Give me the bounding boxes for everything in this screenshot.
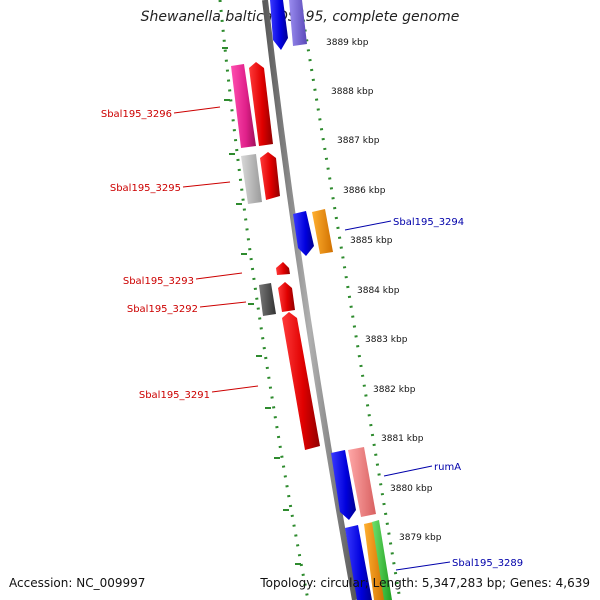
gene-arrow-sbal195-3292 bbox=[278, 282, 295, 312]
tick-label-3886: 3886 kbp bbox=[343, 186, 386, 196]
gene-arrow-sbal195-3295 bbox=[260, 152, 280, 200]
tick-label-3889: 3889 kbp bbox=[326, 38, 369, 48]
tick-label-3881: 3881 kbp bbox=[381, 434, 424, 444]
gene-arrow-sbal195-3294-orange bbox=[312, 209, 333, 254]
gene-label-rumA[interactable]: rumA bbox=[434, 462, 461, 473]
gene-arrow-top-purple bbox=[289, 0, 307, 46]
gene-arrow-rumA bbox=[348, 447, 376, 517]
gene-arrow-sbal195-3289-blue bbox=[345, 525, 372, 600]
gene-arrow-sbal195-3294-blue bbox=[293, 211, 314, 256]
gene-label-sbal195-3296[interactable]: Sbal195_3296 bbox=[101, 109, 172, 120]
topology-text: Topology: circular; Length: 5,347,283 bp… bbox=[260, 576, 590, 590]
minus-strand-genes bbox=[231, 62, 320, 450]
gene-labels: Sbal195_3296 Sbal195_3295 Sbal195_3294 S… bbox=[101, 109, 523, 569]
tick-label-3888: 3888 kbp bbox=[331, 87, 374, 97]
minus-strand-ticks bbox=[222, 47, 301, 565]
gene-arrow-top-blue bbox=[270, 0, 288, 50]
gene-label-sbal195-3295[interactable]: Sbal195_3295 bbox=[110, 183, 181, 194]
gene-arrow-sbal195-3291 bbox=[282, 312, 320, 450]
tick-label-3883: 3883 kbp bbox=[365, 335, 408, 345]
gene-arrow-sbal195-3289-orange bbox=[364, 522, 385, 600]
tick-label-3882: 3882 kbp bbox=[373, 385, 416, 395]
tick-label-3884: 3884 kbp bbox=[357, 286, 400, 296]
gene-label-sbal195-3291[interactable]: Sbal195_3291 bbox=[139, 390, 210, 401]
kbp-scale: 3889 kbp 3888 kbp 3887 kbp 3886 kbp 3885… bbox=[326, 38, 442, 543]
gene-label-sbal195-3293[interactable]: Sbal195_3293 bbox=[123, 276, 194, 287]
label-leaders bbox=[173, 106, 451, 571]
gene-arrow-sbal195-3296-pink bbox=[231, 64, 256, 148]
gene-label-sbal195-3289[interactable]: Sbal195_3289 bbox=[452, 558, 523, 569]
accession-text: Accession: NC_009997 bbox=[9, 576, 146, 590]
gene-arrow-sbal195-3289-green bbox=[372, 520, 392, 600]
gene-label-sbal195-3294[interactable]: Sbal195_3294 bbox=[393, 217, 464, 228]
gene-arrow-sbal195-3296 bbox=[249, 62, 273, 146]
tick-label-3880: 3880 kbp bbox=[390, 484, 433, 494]
tick-label-3885: 3885 kbp bbox=[350, 236, 393, 246]
outer-ring-left bbox=[218, 0, 310, 600]
tick-label-3879: 3879 kbp bbox=[399, 533, 442, 543]
gene-label-sbal195-3292[interactable]: Sbal195_3292 bbox=[127, 304, 198, 315]
gene-arrow-sbal195-3295-grey bbox=[241, 154, 262, 204]
genome-backbone bbox=[262, 0, 358, 600]
gene-arrow-rumA-blue bbox=[331, 450, 356, 520]
tick-label-3887: 3887 kbp bbox=[337, 136, 380, 146]
gene-arrow-sbal195-3293 bbox=[276, 262, 290, 275]
plus-strand-genes bbox=[270, 0, 392, 600]
gene-arrow-sbal195-3292-dark bbox=[259, 283, 276, 316]
